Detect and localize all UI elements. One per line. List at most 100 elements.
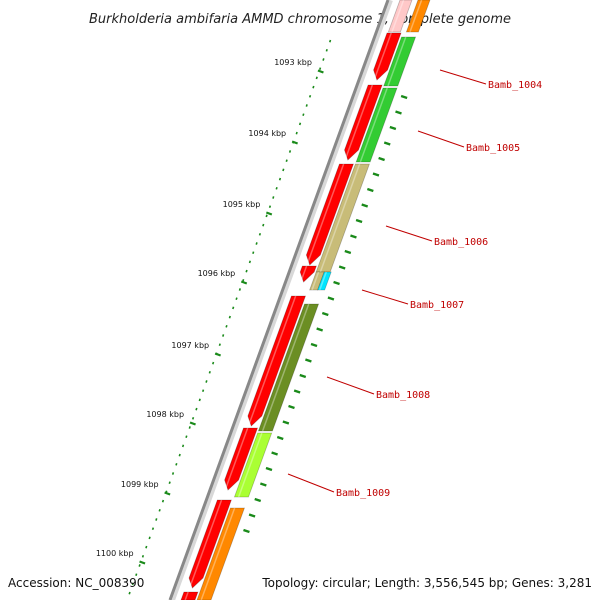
cds-arrow <box>373 32 402 81</box>
kbp-dot <box>128 591 131 595</box>
kbp-tick-label: 1099 kbp <box>121 480 159 489</box>
kbp-tick-mark <box>164 491 171 496</box>
bamb-1007-feature <box>317 271 332 291</box>
marker-dash <box>383 141 391 146</box>
kbp-dot <box>205 380 208 383</box>
kbp-dot <box>151 527 155 531</box>
kbp-tick-label: 1094 kbp <box>248 129 286 138</box>
marker-dash <box>288 404 295 410</box>
marker-dash <box>366 187 374 193</box>
kbp-dot <box>272 196 275 199</box>
cds-arrow-faded-shine <box>391 0 405 33</box>
kbp-dot <box>171 472 175 475</box>
kbp-dot <box>278 177 282 181</box>
gene-leader-line <box>326 376 375 395</box>
marker-dash <box>282 420 290 425</box>
kbp-dot <box>218 343 221 347</box>
kbp-tick-label: 1100 kbp <box>96 549 134 558</box>
kbp-dot <box>158 508 161 512</box>
bamb-1005-feature-shine <box>359 87 388 163</box>
marker-dash <box>321 311 329 317</box>
kbp-dot <box>222 334 225 337</box>
kbp-dot <box>295 131 298 135</box>
marker-dash <box>276 435 284 441</box>
cds-arrow-shine <box>188 499 223 589</box>
kbp-tick-label: 1093 kbp <box>274 58 312 67</box>
kbp-dot <box>325 48 328 52</box>
marker-dash <box>338 265 346 270</box>
kbp-dot <box>252 251 255 255</box>
kbp-dot <box>258 232 262 236</box>
marker-dash <box>243 528 250 534</box>
bamb-1008-feature <box>257 303 320 432</box>
marker-dash <box>372 172 380 177</box>
kbp-dot <box>235 297 238 301</box>
orange-feature <box>405 0 431 33</box>
backbone-line <box>168 0 390 600</box>
kbp-dot <box>329 39 332 43</box>
marker-dash <box>400 94 408 100</box>
topology-label: Topology: circular; Length: 3,556,545 bp… <box>261 576 592 590</box>
cds-arrow <box>188 499 232 589</box>
cds-arrow-shine <box>184 591 189 600</box>
gene-leader-line <box>287 473 335 493</box>
marker-dash <box>305 358 312 363</box>
kbp-dot <box>245 269 248 273</box>
cds-arrow <box>247 295 307 427</box>
kbp-dot <box>285 159 288 163</box>
marker-dash <box>395 110 402 115</box>
cds-arrow <box>305 163 354 266</box>
kbp-dot <box>135 573 138 577</box>
bamb-1008-feature-shine <box>261 303 310 432</box>
kbp-dot <box>232 306 235 310</box>
kbp-dot <box>198 398 201 402</box>
kbp-dot <box>178 453 181 457</box>
kbp-dot <box>212 361 215 365</box>
marker-dash <box>299 373 307 379</box>
kbp-tick-mark <box>240 280 248 285</box>
kbp-dot <box>181 444 185 448</box>
kbp-dot <box>191 416 195 420</box>
cds-arrow-faded <box>387 0 413 33</box>
cds-arrow-shine <box>306 163 345 266</box>
kbp-dot <box>188 426 191 429</box>
bamb-1006-feature-shine <box>319 163 361 273</box>
kbp-dot <box>195 407 198 411</box>
kbp-tick-mark <box>189 421 196 426</box>
marker-dash <box>344 249 352 255</box>
bamb-1004-feature-shine <box>387 36 407 87</box>
gene-label: Bamb_1007 <box>410 300 464 311</box>
kbp-tick-label: 1095 kbp <box>223 200 261 209</box>
kbp-tick-label: 1098 kbp <box>146 410 184 419</box>
kbp-tick-label: 1096 kbp <box>198 269 236 278</box>
gene-label: Bamb_1006 <box>434 237 488 248</box>
marker-dash <box>293 389 301 394</box>
gene-leader-line <box>385 225 433 242</box>
marker-dash <box>333 280 340 286</box>
kbp-dot <box>308 94 312 98</box>
kbp-dot <box>238 288 241 291</box>
kbp-dot <box>282 168 285 172</box>
kbp-tick-mark <box>139 560 146 565</box>
kbp-dot <box>275 186 278 190</box>
bamb-1007-feature-shine <box>319 271 327 291</box>
cds-arrow-shine <box>247 295 297 427</box>
marker-dash <box>271 451 278 456</box>
kbp-dot <box>201 389 205 393</box>
kbp-dot <box>248 260 252 264</box>
kbp-dot <box>298 122 302 126</box>
gene-labels: Bamb_1004 Bamb_1005 Bamb_1006 Bamb_1007 Bamb… <box>287 69 542 499</box>
kbp-tick-mark <box>317 69 324 74</box>
cds-arrow-shine <box>344 84 374 161</box>
bamb-1005-feature <box>355 87 398 163</box>
orange-feature-shine <box>200 507 236 600</box>
marker-dash <box>350 234 357 239</box>
cds-arrow <box>224 427 259 491</box>
cds-arrow-shine <box>373 32 392 81</box>
kbp-dot <box>302 113 305 117</box>
marker-dash <box>378 156 385 162</box>
kbp-dot <box>161 499 165 503</box>
gene-label: Bamb_1005 <box>466 143 520 154</box>
backbone-shadow <box>169 0 393 600</box>
